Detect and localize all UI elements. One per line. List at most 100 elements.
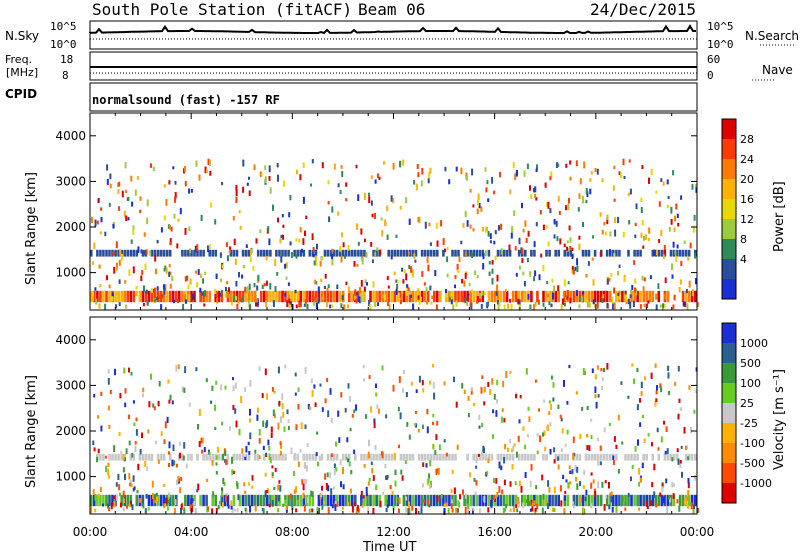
echo-band-cell bbox=[193, 494, 196, 507]
echo-band-cell bbox=[184, 249, 187, 257]
echo-band-cell bbox=[524, 453, 527, 461]
echo-cell bbox=[487, 507, 490, 513]
echo-cell bbox=[228, 249, 231, 254]
echo-cell bbox=[515, 272, 518, 277]
echo-cell bbox=[214, 219, 217, 225]
echo-cell bbox=[314, 402, 317, 407]
echo-cell bbox=[436, 420, 439, 426]
echo-cell bbox=[680, 445, 683, 449]
echo-band-cell bbox=[375, 249, 378, 257]
echo-cell bbox=[312, 302, 315, 306]
echo-cell bbox=[475, 480, 478, 486]
echo-cell bbox=[243, 482, 246, 487]
echo-cell bbox=[217, 446, 220, 453]
echo-cell bbox=[578, 193, 581, 199]
echo-band-cell bbox=[153, 249, 157, 257]
echo-band-cell bbox=[411, 494, 415, 507]
echo-cell bbox=[464, 506, 467, 514]
colorbar-swatch bbox=[722, 323, 736, 344]
echo-cell bbox=[571, 469, 574, 475]
echo-cell bbox=[431, 295, 434, 300]
echo-cell bbox=[580, 296, 583, 302]
echo-cell bbox=[228, 287, 230, 294]
echo-band-cell bbox=[654, 249, 658, 257]
echo-cell bbox=[225, 242, 228, 247]
echo-cell bbox=[495, 410, 498, 417]
echo-band-cell bbox=[402, 290, 406, 303]
echo-band-cell bbox=[102, 290, 105, 303]
echo-band-cell bbox=[105, 494, 108, 507]
echo-cell bbox=[563, 495, 566, 501]
echo-cell bbox=[155, 492, 158, 497]
echo-cell bbox=[572, 501, 575, 505]
echo-cell bbox=[355, 404, 357, 411]
echo-cell bbox=[521, 248, 524, 255]
echo-band-cell bbox=[144, 290, 148, 303]
echo-cell bbox=[311, 508, 314, 513]
echo-cell bbox=[300, 248, 303, 253]
echo-cell bbox=[546, 281, 549, 285]
echo-band-cell bbox=[439, 494, 442, 507]
echo-cell bbox=[384, 294, 386, 300]
echo-cell bbox=[658, 239, 661, 243]
echo-cell bbox=[526, 434, 529, 438]
echo-cell bbox=[365, 486, 368, 494]
echo-cell bbox=[525, 368, 528, 375]
echo-cell bbox=[272, 204, 274, 211]
echo-cell bbox=[510, 304, 513, 310]
echo-cell bbox=[137, 246, 140, 254]
echo-cell bbox=[324, 473, 327, 480]
echo-cell bbox=[600, 368, 603, 372]
echo-cell bbox=[194, 507, 197, 515]
echo-cell bbox=[208, 451, 211, 456]
echo-cell bbox=[509, 508, 512, 512]
echo-cell bbox=[609, 249, 611, 255]
echo-cell bbox=[623, 495, 626, 502]
echo-cell bbox=[503, 479, 506, 486]
echo-cell bbox=[393, 452, 396, 460]
echo-cell bbox=[424, 221, 427, 229]
echo-cell bbox=[481, 375, 484, 380]
freq-tick-top: 18 bbox=[60, 53, 74, 66]
echo-cell bbox=[467, 506, 470, 514]
echo-cell bbox=[450, 499, 453, 504]
echo-band-cell bbox=[442, 249, 445, 257]
echo-cell bbox=[284, 263, 287, 269]
echo-cell bbox=[434, 270, 437, 276]
echo-band-cell bbox=[320, 494, 324, 507]
echo-band-cell bbox=[572, 290, 576, 303]
echo-cell bbox=[271, 465, 274, 469]
echo-cell bbox=[518, 237, 521, 245]
echo-cell bbox=[179, 207, 182, 215]
echo-cell bbox=[681, 471, 683, 478]
echo-cell bbox=[156, 496, 159, 501]
echo-cell bbox=[241, 274, 244, 279]
echo-cell bbox=[375, 383, 377, 388]
echo-cell bbox=[396, 283, 399, 289]
echo-band-cell bbox=[344, 249, 348, 257]
echo-cell bbox=[211, 385, 214, 391]
echo-cell bbox=[577, 207, 580, 212]
echo-cell bbox=[313, 384, 316, 389]
echo-cell bbox=[167, 379, 170, 384]
echo-band-cell bbox=[278, 453, 281, 461]
echo-cell bbox=[591, 368, 594, 374]
echo-cell bbox=[541, 507, 544, 514]
echo-cell bbox=[318, 507, 320, 515]
echo-band-cell bbox=[296, 249, 299, 257]
echo-cell bbox=[692, 508, 695, 515]
echo-cell bbox=[338, 437, 341, 443]
echo-cell bbox=[476, 300, 479, 304]
echo-cell bbox=[395, 288, 398, 295]
echo-cell bbox=[615, 444, 618, 449]
echo-cell bbox=[542, 493, 545, 500]
echo-band-cell bbox=[181, 453, 184, 461]
echo-cell bbox=[497, 304, 500, 311]
echo-cell bbox=[347, 458, 350, 463]
echo-cell bbox=[515, 170, 518, 177]
echo-cell bbox=[476, 274, 479, 279]
echo-cell bbox=[154, 298, 157, 302]
echo-cell bbox=[668, 494, 670, 500]
echo-band-cell bbox=[521, 290, 524, 303]
echo-cell bbox=[426, 408, 429, 415]
